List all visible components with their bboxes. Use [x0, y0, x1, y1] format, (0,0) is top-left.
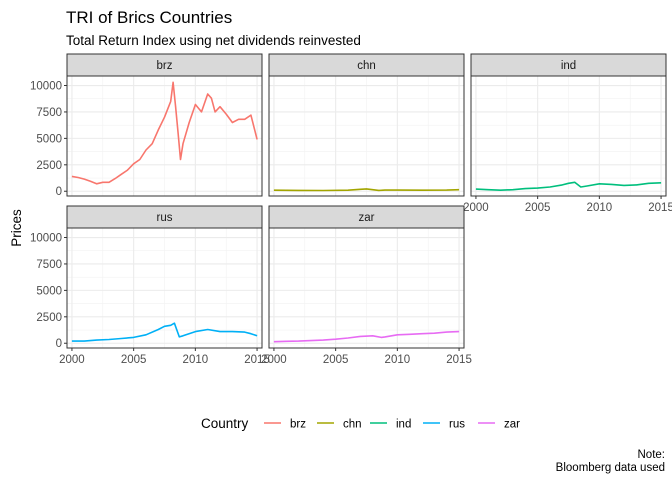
panel-ind: ind 2000 2005 2010 2015	[463, 53, 672, 214]
caption-source: Bloomberg data used	[556, 462, 665, 474]
x-tick-label: 2005	[323, 354, 349, 366]
chart-title: TRI of Brics Countries	[66, 8, 232, 27]
y-tick-label: 2500	[36, 160, 62, 172]
caption-note: Note:	[638, 449, 666, 461]
y-tick-label: 5000	[36, 285, 62, 297]
legend: Country brz chn ind rus zar	[201, 416, 520, 431]
y-tick-label: 10000	[30, 81, 62, 93]
y-tick-label: 7500	[36, 259, 62, 271]
x-tick-label: 2000	[261, 354, 287, 366]
series-line-brz	[71, 81, 258, 185]
series-line-ind	[475, 181, 662, 191]
panel-border	[470, 75, 667, 197]
series-line-rus	[71, 322, 258, 342]
legend-label-brz: brz	[290, 419, 306, 431]
facet-panels: brz 0 2500 5000 7500 10000 chn ind 2000 2005 2010 2…	[30, 53, 672, 366]
series-line-chn	[273, 188, 460, 192]
panel-border	[268, 75, 465, 197]
x-tick-label: 2000	[59, 354, 85, 366]
panel-chn: chn	[268, 53, 465, 197]
legend-label-zar: zar	[504, 419, 520, 431]
panel-border	[66, 75, 263, 197]
chart-subtitle: Total Return Index using net dividends r…	[66, 33, 361, 48]
x-tick-label: 2010	[587, 202, 613, 214]
y-tick-label: 7500	[36, 107, 62, 119]
panel-border	[66, 227, 263, 349]
x-tick-label: 2005	[121, 354, 147, 366]
x-tick-label: 2010	[183, 354, 209, 366]
x-tick-label: 2015	[648, 202, 672, 214]
panel-brz: brz 0 2500 5000 7500 10000	[30, 53, 263, 198]
strip-label-chn: chn	[357, 60, 376, 72]
x-tick-label: 2000	[463, 202, 489, 214]
strip-label-brz: brz	[157, 60, 173, 72]
series-line-zar	[273, 330, 460, 343]
strip-label-zar: zar	[359, 212, 375, 224]
x-tick-label: 2015	[244, 354, 270, 366]
y-tick-label: 0	[56, 186, 62, 198]
y-tick-label: 2500	[36, 312, 62, 324]
legend-label-chn: chn	[343, 419, 362, 431]
x-tick-label: 2015	[446, 354, 472, 366]
panel-rus: rus 0 2500 5000 7500 10000 2000 2005 2010 2015	[30, 205, 270, 366]
y-axis-title: Prices	[9, 209, 24, 247]
y-tick-label: 10000	[30, 233, 62, 245]
x-tick-label: 2010	[385, 354, 411, 366]
y-tick-label: 5000	[36, 133, 62, 145]
x-tick-label: 2005	[525, 202, 551, 214]
panel-border	[268, 227, 465, 349]
y-tick-label: 0	[56, 338, 62, 350]
panel-zar: zar 2000 2005 2010 2015	[261, 205, 472, 366]
strip-label-ind: ind	[561, 60, 576, 72]
legend-label-ind: ind	[396, 419, 411, 431]
legend-title: Country	[201, 416, 249, 431]
strip-label-rus: rus	[157, 212, 173, 224]
legend-label-rus: rus	[449, 419, 465, 431]
